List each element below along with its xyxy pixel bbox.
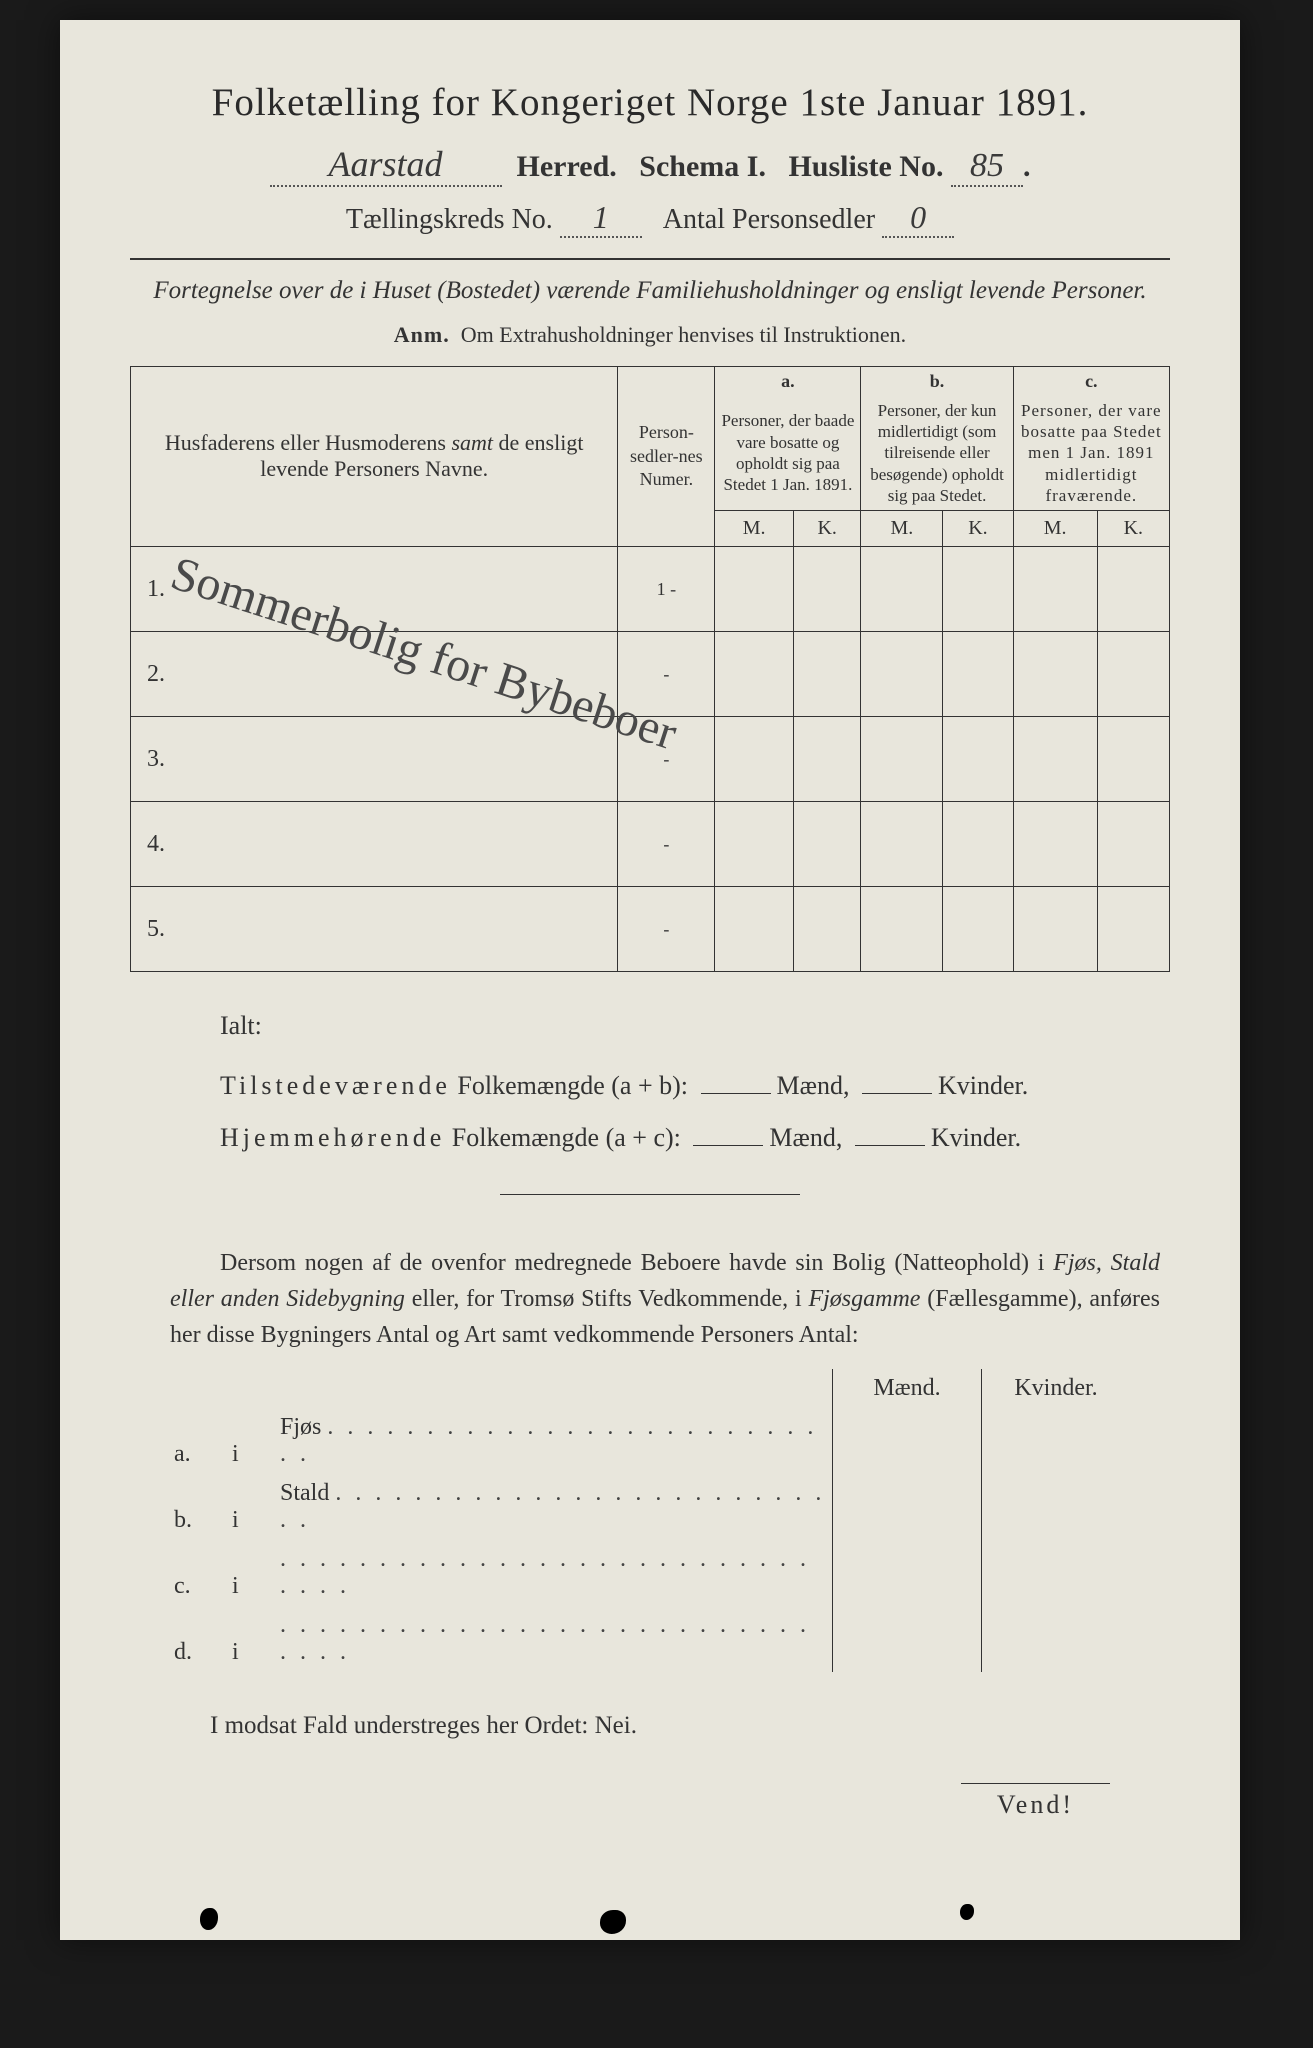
husliste-value: 85 — [970, 147, 1004, 184]
tilstede-line: Tilstedeværende Folkemængde (a + b): Mæn… — [220, 1060, 1150, 1112]
header-line-3: Tællingskreds No. 1 Antal Personsedler 0 — [130, 199, 1170, 238]
kreds-label: Tællingskreds No. — [346, 204, 553, 235]
col-names: Husfaderens eller Husmoderens samt de en… — [131, 366, 618, 546]
table-row: 3. - — [131, 717, 1170, 802]
census-form-page: Folketælling for Kongeriget Norge 1ste J… — [60, 20, 1240, 1940]
mk: K. — [793, 511, 861, 547]
ink-blot — [960, 1904, 974, 1920]
col-c-desc: Personer, der vare bosatte paa Stedet me… — [1013, 396, 1169, 511]
header-line-2: Aarstad Herred. Schema I. Husliste No. 8… — [130, 143, 1170, 187]
main-table: Husfaderens eller Husmoderens samt de en… — [130, 366, 1170, 972]
sub-row: c. i . . . . . . . . . . . . . . . . . .… — [170, 1540, 1130, 1606]
sub-kvinder: Kvinder. — [982, 1369, 1131, 1408]
mk: M. — [715, 511, 794, 547]
table-row: 4. - — [131, 802, 1170, 887]
herred-handwritten: Aarstad — [329, 144, 443, 184]
anm-label: Anm. — [394, 322, 450, 347]
table-row: 5. - — [131, 887, 1170, 972]
table-row: 2. - — [131, 632, 1170, 717]
divider-small — [500, 1194, 800, 1195]
hjemme-line: Hjemmehørende Folkemængde (a + c): Mænd,… — [220, 1112, 1150, 1164]
col-b-desc: Personer, der kun midlertidigt (som tilr… — [861, 396, 1013, 511]
sub-maend: Mænd. — [833, 1369, 982, 1408]
col-b: b. — [861, 366, 1013, 396]
mk: M. — [861, 511, 943, 547]
mk: M. — [1013, 511, 1097, 547]
col-c: c. — [1013, 366, 1169, 396]
sub-table: Mænd. Kvinder. a. i Fjøs . . . . . . . .… — [170, 1369, 1130, 1672]
paragraph: Dersom nogen af de ovenfor medregnede Be… — [170, 1245, 1160, 1353]
main-table-wrap: Husfaderens eller Husmoderens samt de en… — [130, 366, 1170, 972]
sub-row: a. i Fjøs . . . . . . . . . . . . . . . … — [170, 1408, 1130, 1474]
nei-line: I modsat Fald understreges her Ordet: Ne… — [210, 1712, 1170, 1740]
ink-blot — [200, 1908, 218, 1930]
kreds-field: 1 — [560, 199, 642, 238]
anm-line: Anm. Om Extrahusholdninger henvises til … — [130, 322, 1170, 348]
antal-field: 0 — [882, 199, 954, 238]
sub-row: b. i Stald . . . . . . . . . . . . . . .… — [170, 1474, 1130, 1540]
subtitle: Fortegnelse over de i Huset (Bostedet) v… — [130, 274, 1170, 308]
anm-text: Om Extrahusholdninger henvises til Instr… — [461, 322, 906, 347]
table-row: 1. 1 - — [131, 547, 1170, 632]
mk: K. — [1097, 511, 1169, 547]
vend: Vend! — [130, 1790, 1170, 1820]
husliste-label: Husliste No. — [788, 150, 943, 183]
ink-blot — [600, 1910, 626, 1934]
schema-label: Schema I. — [639, 150, 766, 183]
antal-label: Antal Personsedler — [663, 204, 875, 235]
herred-field: Aarstad — [270, 143, 502, 187]
kreds-value: 1 — [593, 199, 609, 235]
sub-row: d. i . . . . . . . . . . . . . . . . . .… — [170, 1606, 1130, 1672]
col-a: a. — [715, 366, 861, 396]
husliste-field: 85 — [951, 147, 1023, 187]
col-a-desc: Personer, der baade vare bosatte og opho… — [715, 396, 861, 511]
divider — [130, 258, 1170, 260]
antal-value: 0 — [910, 199, 926, 235]
col-pnum: Person-sedler-nes Numer. — [618, 366, 715, 546]
herred-label: Herred. — [517, 150, 617, 183]
totals-block: Ialt: Tilstedeværende Folkemængde (a + b… — [220, 1000, 1150, 1164]
page-title: Folketælling for Kongeriget Norge 1ste J… — [130, 80, 1170, 125]
ialt-label: Ialt: — [220, 1000, 1150, 1052]
mk: K. — [943, 511, 1013, 547]
